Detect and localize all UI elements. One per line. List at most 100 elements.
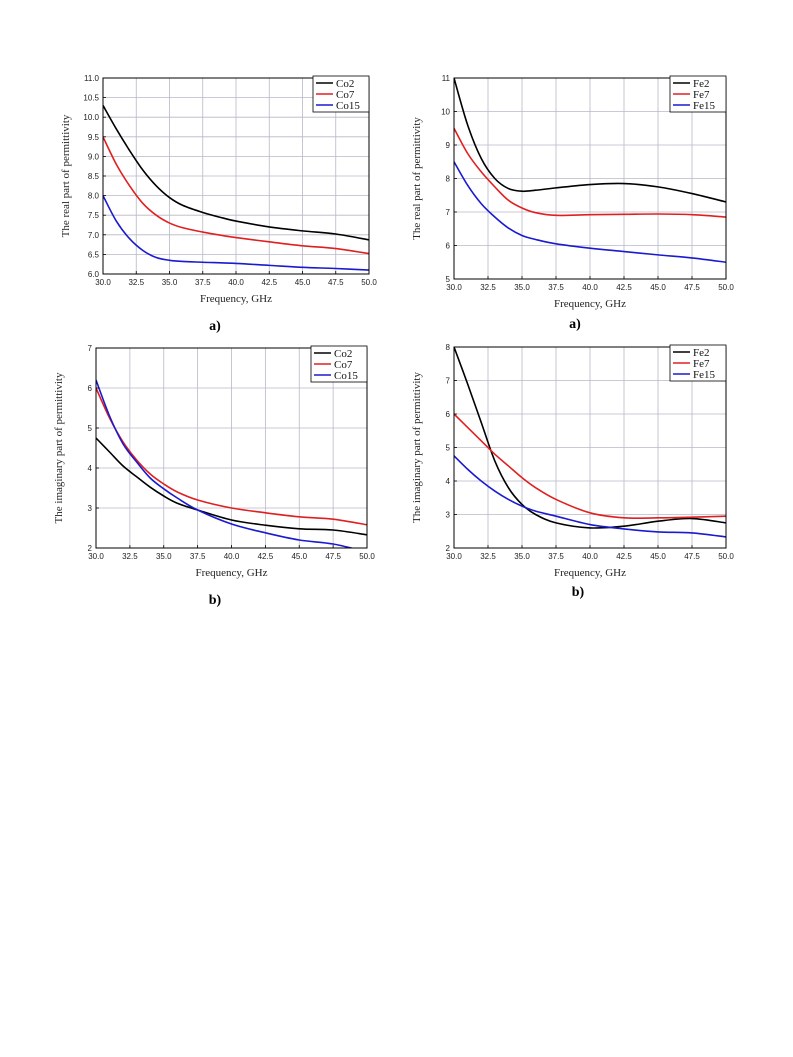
series-line-co2: [96, 437, 367, 536]
panel-caption: b): [209, 593, 222, 608]
legend-label-co15: Co15: [334, 370, 358, 382]
y-tick-label: 7: [446, 377, 451, 386]
x-axis-label: Frequency, GHz: [196, 567, 268, 579]
chart-4: 30.0 32.5 35.0 37.5 40.0 42.5 45.0 47.5 50.0 2 3 4 5…: [411, 343, 734, 600]
y-axis-label: The real part of permittivity: [411, 117, 423, 240]
x-tick-label: 30.0: [95, 278, 111, 287]
y-tick-label: 11.0: [84, 74, 100, 83]
x-tick-label: 35.0: [514, 552, 530, 561]
chart-3: 30.0 32.5 35.0 37.5 40.0 42.5 45.0 47.5 50.0 2 3 4 5…: [53, 344, 375, 608]
y-tick-label: 2: [446, 544, 451, 553]
y-tick-label: 7.0: [88, 231, 100, 240]
y-tick-label: 9.0: [88, 152, 100, 161]
legend-label-fe15: Fe15: [693, 369, 716, 381]
chart-2: 30.0 32.5 35.0 37.5 40.0 42.5 45.0 47.5 50.0 5 6 7 8…: [411, 74, 734, 332]
series-line-fe15: [454, 161, 726, 264]
y-tick-label: 6.0: [88, 270, 100, 279]
y-tick-label: 5: [446, 275, 451, 284]
y-tick-label: 7.5: [88, 211, 100, 220]
y-axis-label: The imaginary part of permittivity: [53, 372, 65, 523]
x-axis-label: Frequency, GHz: [554, 567, 626, 579]
x-tick-label: 32.5: [128, 278, 144, 287]
y-tick-label: 7: [88, 344, 93, 353]
y-tick-label: 8: [446, 343, 451, 352]
legend-label-fe7: Fe7: [693, 89, 710, 101]
x-tick-label: 47.5: [328, 278, 344, 287]
x-tick-label: 50.0: [718, 552, 734, 561]
legend-label-fe2: Fe2: [693, 78, 710, 90]
x-tick-label: 37.5: [195, 278, 211, 287]
x-tick-label: 35.0: [156, 552, 172, 561]
x-tick-label: 32.5: [480, 283, 496, 292]
x-tick-label: 47.5: [684, 552, 700, 561]
legend-label-fe15: Fe15: [693, 100, 716, 112]
x-tick-label: 45.0: [295, 278, 311, 287]
x-tick-label: 37.5: [548, 283, 564, 292]
x-tick-label: 50.0: [361, 278, 377, 287]
x-tick-label: 40.0: [582, 552, 598, 561]
y-tick-label: 9: [446, 141, 451, 150]
series-line-fe2: [454, 347, 726, 529]
x-tick-label: 42.5: [261, 278, 277, 287]
x-tick-label: 37.5: [548, 552, 564, 561]
panel-caption: a): [209, 319, 221, 334]
y-tick-label: 10: [441, 108, 450, 117]
panel-caption: a): [569, 317, 581, 332]
series-line-fe7: [454, 413, 726, 520]
legend-label-co7: Co7: [336, 89, 355, 101]
series-line-fe15: [454, 455, 726, 538]
x-tick-label: 40.0: [582, 283, 598, 292]
series-line-co7: [96, 387, 367, 526]
y-tick-label: 8: [446, 175, 451, 184]
y-tick-label: 10.5: [83, 94, 99, 103]
y-tick-label: 4: [446, 477, 451, 486]
y-tick-label: 6: [88, 384, 93, 393]
x-tick-label: 45.0: [291, 552, 307, 561]
series-line-co2: [103, 105, 369, 241]
legend-label-fe2: Fe2: [693, 347, 710, 359]
series-line-fe2: [454, 78, 726, 203]
series-line-co15: [96, 379, 355, 548]
legend-label-fe7: Fe7: [693, 358, 710, 370]
x-tick-label: 30.0: [446, 552, 462, 561]
legend-label-co2: Co2: [336, 78, 354, 90]
y-tick-label: 8.0: [88, 192, 100, 201]
x-tick-label: 35.0: [162, 278, 178, 287]
y-tick-label: 3: [88, 504, 93, 513]
x-tick-label: 42.5: [616, 283, 632, 292]
y-tick-label: 4: [88, 464, 93, 473]
x-tick-label: 50.0: [718, 283, 734, 292]
y-tick-label: 2: [88, 544, 93, 553]
y-tick-label: 11: [442, 74, 451, 83]
x-axis-label: Frequency, GHz: [200, 293, 272, 305]
x-tick-label: 40.0: [228, 278, 244, 287]
y-tick-label: 5: [88, 424, 93, 433]
panel-caption: b): [572, 585, 585, 600]
legend-label-co15: Co15: [336, 100, 360, 112]
x-axis-label: Frequency, GHz: [554, 298, 626, 310]
x-tick-label: 30.0: [88, 552, 104, 561]
series-line-fe7: [454, 127, 726, 218]
x-tick-label: 32.5: [480, 552, 496, 561]
y-tick-label: 8.5: [88, 172, 100, 181]
y-tick-label: 6: [446, 410, 451, 419]
x-tick-label: 45.0: [650, 552, 666, 561]
legend-label-co7: Co7: [334, 359, 353, 371]
chart-1: 30.0 32.5 35.0 37.5 40.0 42.5 45.0 47.5 50.0 6.0 6…: [60, 74, 377, 334]
x-tick-label: 35.0: [514, 283, 530, 292]
y-axis-label: The real part of permittivity: [60, 114, 72, 237]
y-tick-label: 6.5: [88, 250, 100, 259]
x-tick-label: 40.0: [224, 552, 240, 561]
legend-label-co2: Co2: [334, 348, 352, 360]
series-line-co7: [103, 136, 369, 255]
y-tick-label: 9.5: [88, 133, 100, 142]
y-tick-label: 5: [446, 444, 451, 453]
x-tick-label: 42.5: [258, 552, 274, 561]
x-tick-label: 47.5: [325, 552, 341, 561]
y-tick-label: 6: [446, 242, 451, 251]
